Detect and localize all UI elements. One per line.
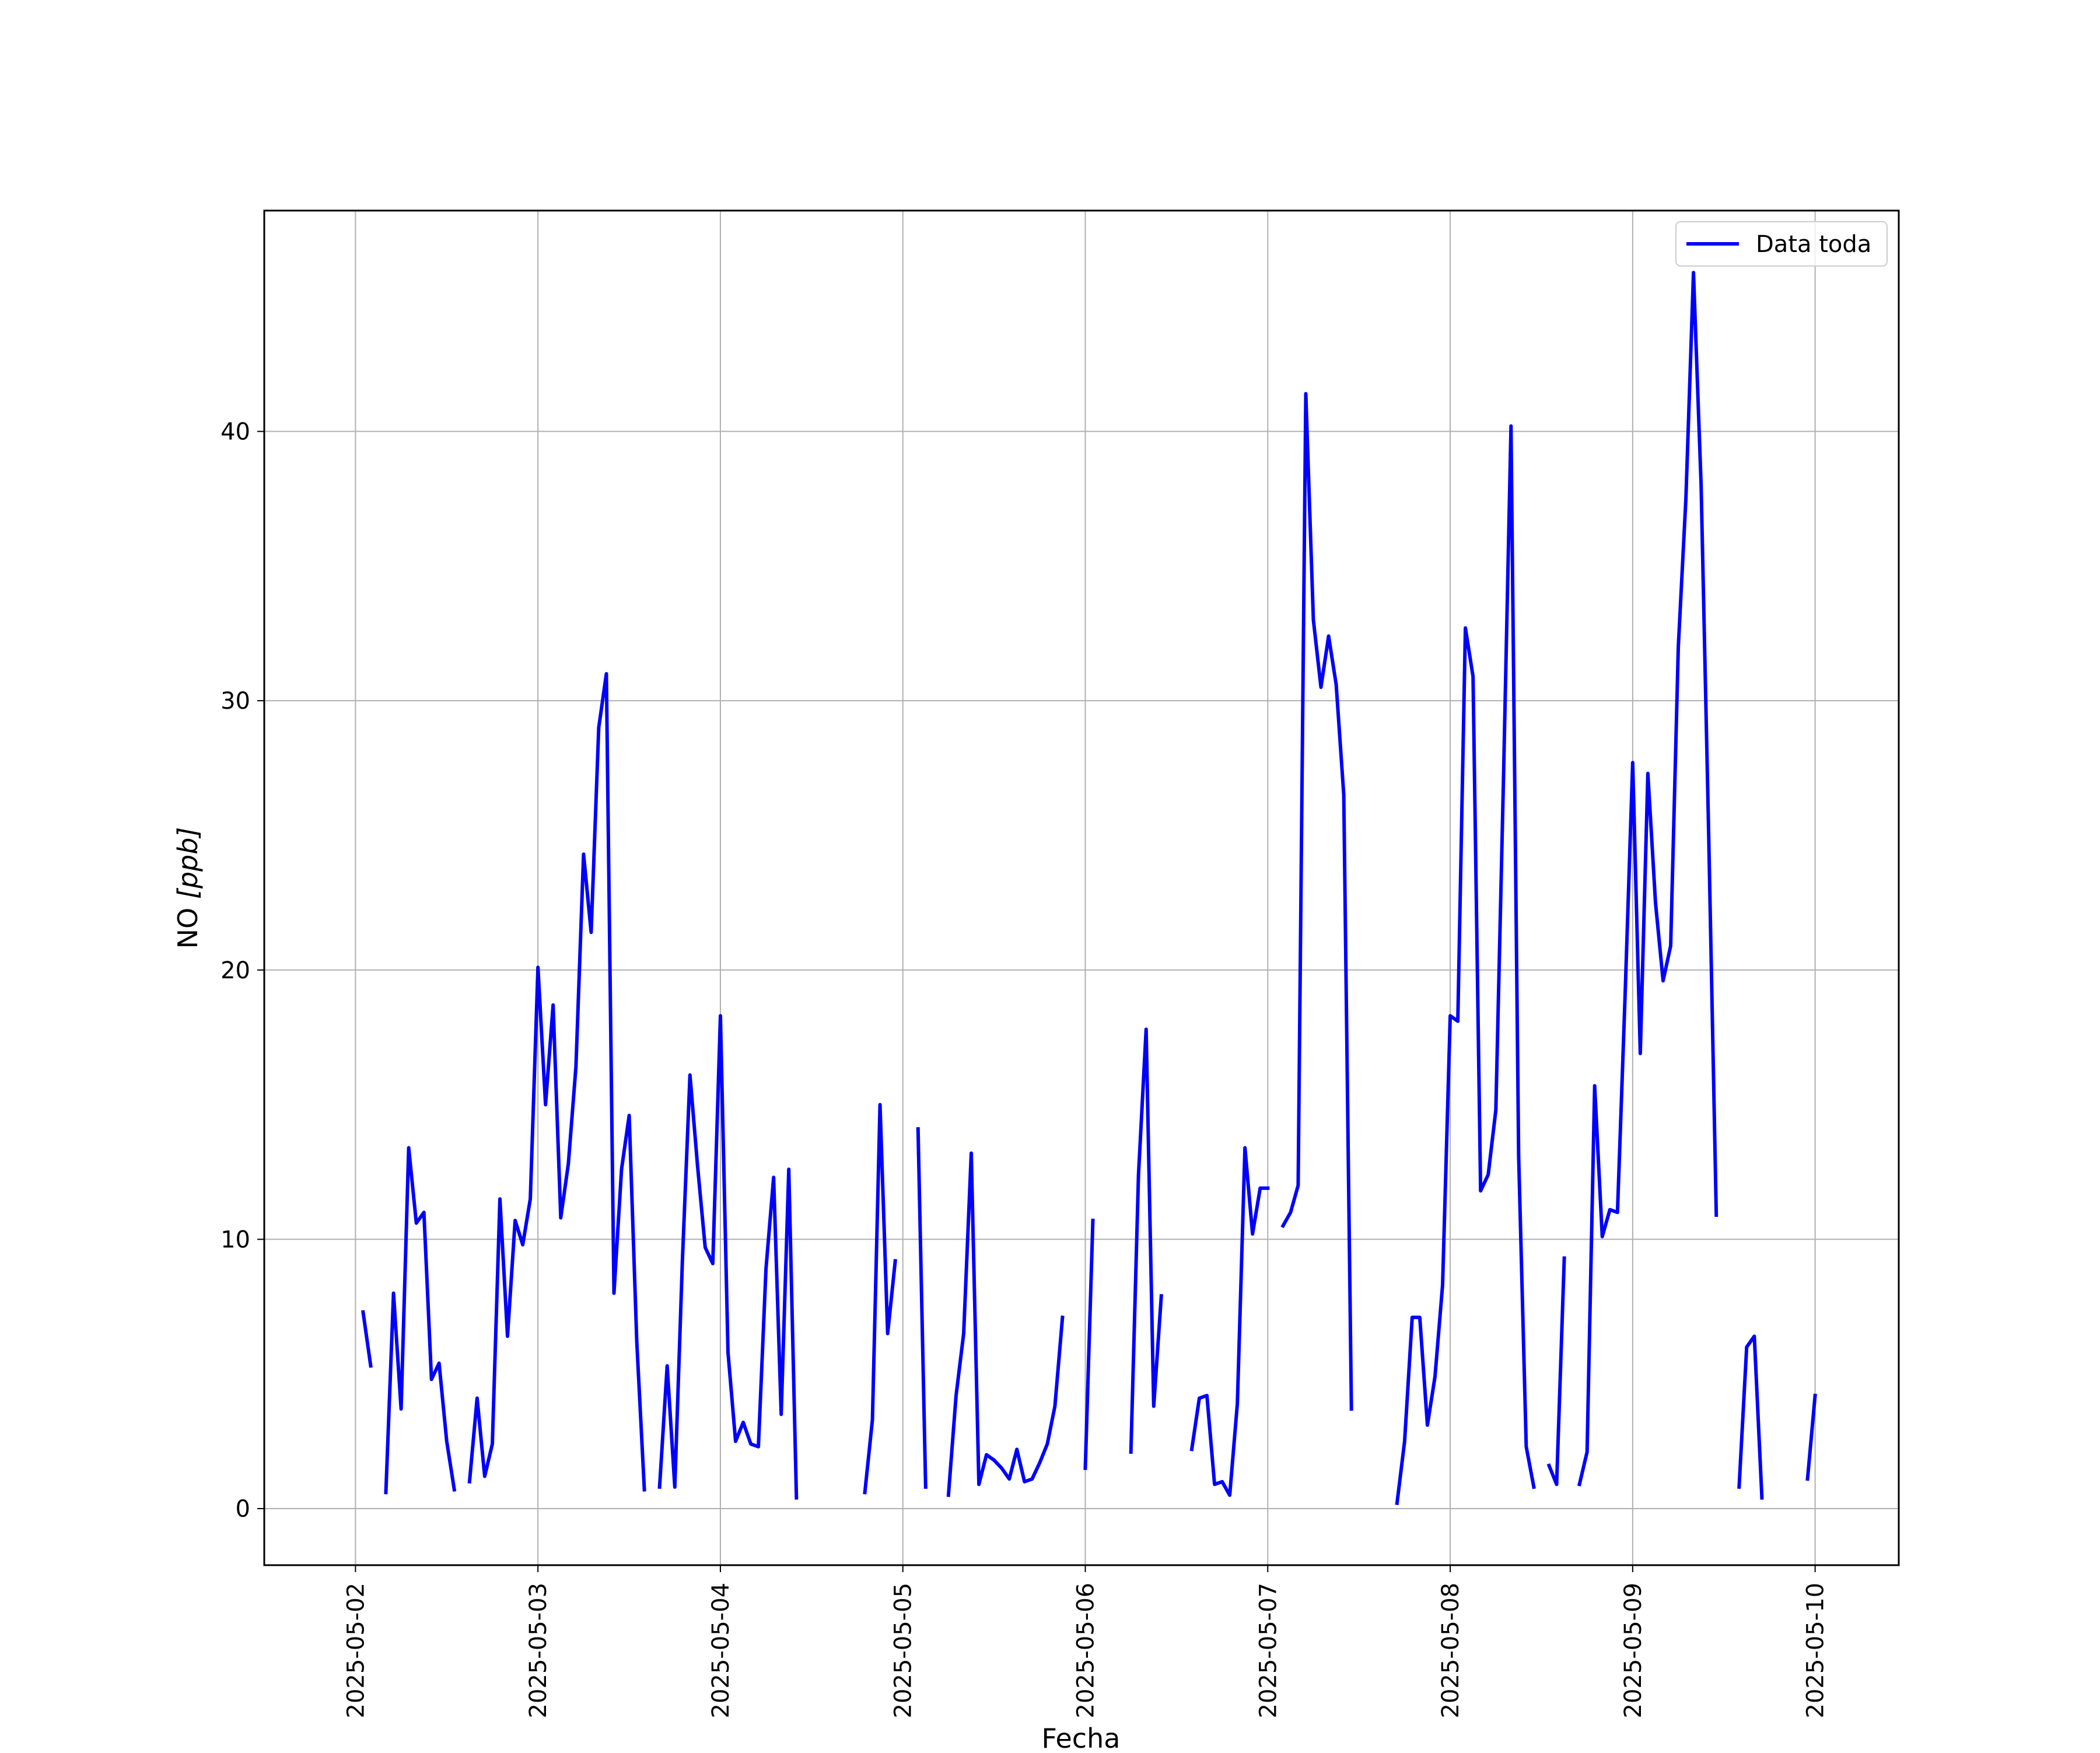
y-axis-label-unit: [ppb] xyxy=(172,827,204,900)
x-tick-label: 2025-05-02 xyxy=(342,1583,369,1718)
legend-label-data-toda: Data toda xyxy=(1756,231,1871,258)
series-line-segment xyxy=(1280,391,1353,1411)
series-line-segment xyxy=(863,1103,897,1495)
axis-ticks: 2025-05-02 2025-05-03 2025-05-04 2025-05-05… xyxy=(220,419,1829,1719)
x-axis-label: Fecha xyxy=(1042,1723,1121,1750)
series-line-segment xyxy=(467,672,646,1492)
x-tick-label: 2025-05-03 xyxy=(525,1583,552,1718)
plot-frame xyxy=(263,209,1900,1566)
series-line-segment xyxy=(384,1146,457,1495)
series-line-segment xyxy=(1805,1393,1817,1481)
series-line-segment xyxy=(916,1127,928,1489)
x-tick-label: 2025-05-07 xyxy=(1255,1583,1282,1718)
series-line-segment xyxy=(1577,271,1718,1487)
legend-box xyxy=(1675,221,1888,267)
legend: Data toda xyxy=(1675,221,1888,267)
x-tick-label: 2025-05-05 xyxy=(890,1583,917,1718)
data-series xyxy=(361,271,1817,1506)
y-axis-label: NO [ppb] xyxy=(172,827,204,949)
series-line-segment xyxy=(1546,1256,1566,1486)
series-line-segment xyxy=(1737,1334,1764,1500)
series-line-segment xyxy=(1129,1027,1163,1454)
x-tick-label: 2025-05-04 xyxy=(708,1583,734,1718)
x-tick-label: 2025-05-10 xyxy=(1803,1583,1829,1718)
series-line-segment xyxy=(1189,1146,1270,1497)
series-line-segment xyxy=(1083,1219,1095,1470)
series-line-segment xyxy=(657,1014,799,1500)
x-tick-label: 2025-05-08 xyxy=(1437,1583,1464,1718)
series-line-segment xyxy=(946,1151,1065,1497)
series-line-segment xyxy=(1395,424,1536,1506)
y-tick-label: 20 xyxy=(220,957,250,984)
series-line-segment xyxy=(361,1310,373,1368)
y-tick-label: 30 xyxy=(220,688,250,715)
x-tick-label: 2025-05-06 xyxy=(1073,1583,1100,1718)
y-tick-label: 40 xyxy=(220,419,250,446)
y-tick-label: 0 xyxy=(236,1496,250,1523)
x-tick-label: 2025-05-09 xyxy=(1620,1583,1647,1718)
y-tick-label: 10 xyxy=(220,1226,250,1253)
y-axis-label-prefix: NO xyxy=(172,899,204,949)
